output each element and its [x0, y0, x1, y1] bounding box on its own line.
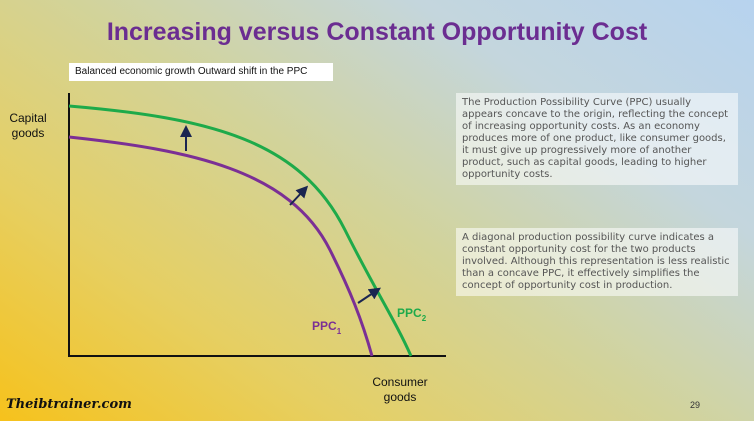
- ppc2-curve: [68, 104, 413, 357]
- curve-label: PPC: [312, 319, 337, 333]
- y-axis-label: goods: [12, 126, 45, 140]
- shift-arrow: [289, 185, 309, 206]
- y-axis-label: Capital: [9, 111, 46, 125]
- title: Increasing versus Constant Opportunity C…: [107, 18, 648, 46]
- x-axis-label: Consumer: [372, 375, 427, 389]
- note: The Production Possibility Curve (PPC) u…: [456, 93, 738, 185]
- curve-label: PPC: [397, 306, 422, 320]
- note: A diagonal production possibility curve …: [456, 228, 738, 296]
- ppc1-curve: [68, 135, 374, 357]
- x-axis-label: goods: [384, 390, 417, 404]
- page-number: 29: [690, 400, 700, 410]
- logo: Theibtrainer.com: [6, 397, 132, 412]
- curve-subscript: 2: [422, 314, 427, 323]
- caption: Balanced economic growth Outward shift i…: [69, 63, 333, 81]
- curve-subscript: 1: [337, 327, 342, 336]
- shift-arrow: [357, 287, 381, 304]
- ppc2-label: PPC2: [397, 306, 427, 323]
- ppc1-label: PPC1: [312, 319, 342, 336]
